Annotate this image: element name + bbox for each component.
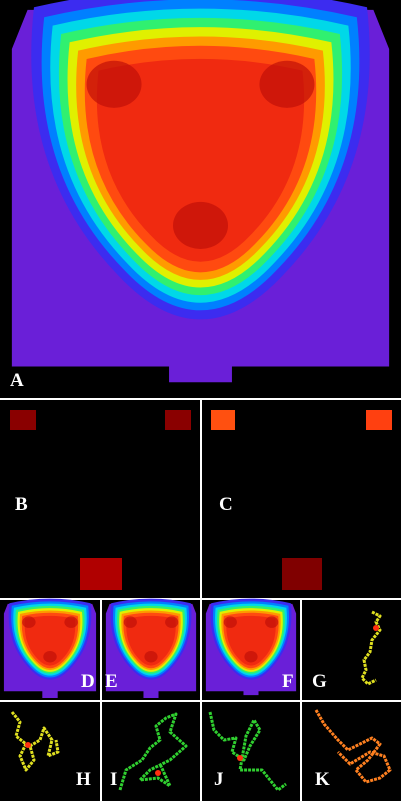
hotspot bbox=[25, 742, 31, 748]
trajectory bbox=[118, 712, 188, 791]
panel-label: J bbox=[214, 769, 224, 790]
hotspot bbox=[373, 625, 379, 631]
panel-label: B bbox=[15, 494, 28, 515]
zone bbox=[366, 410, 392, 430]
heatmap-peak bbox=[43, 650, 57, 663]
heatmap-peak bbox=[265, 616, 279, 628]
panel-label: A bbox=[10, 370, 24, 391]
heatmap-peak bbox=[244, 650, 258, 663]
hotspot bbox=[237, 755, 243, 761]
heatmaps bbox=[3, 0, 390, 698]
panel-g-bg bbox=[302, 600, 401, 700]
trajectory bbox=[208, 711, 287, 792]
panel-label: K bbox=[315, 769, 330, 790]
heatmap-peak bbox=[172, 201, 229, 249]
panel-label: H bbox=[76, 769, 91, 790]
trajectory bbox=[360, 610, 382, 686]
panel-label: D bbox=[81, 671, 95, 692]
heatmap-peak bbox=[165, 616, 179, 628]
trajectory bbox=[314, 709, 392, 784]
panel-label: C bbox=[219, 494, 233, 515]
heatmap-peak bbox=[22, 616, 36, 628]
zone bbox=[10, 410, 36, 430]
panel-label: G bbox=[312, 671, 327, 692]
heatmap-peak bbox=[86, 60, 142, 108]
heatmap-peak bbox=[223, 616, 237, 628]
panel-j-bg bbox=[202, 702, 300, 801]
heatmap-peak bbox=[259, 60, 315, 108]
heatmap-peak bbox=[123, 616, 137, 628]
heatmap-layer bbox=[126, 615, 176, 666]
zone bbox=[80, 558, 122, 590]
panel-label: E bbox=[105, 671, 118, 692]
heatmap-layer bbox=[24, 615, 76, 666]
hotspot bbox=[155, 770, 161, 776]
panel-label: F bbox=[282, 671, 294, 692]
zone bbox=[165, 410, 191, 430]
panel-k-bg bbox=[302, 702, 401, 801]
panel-label: I bbox=[110, 769, 117, 790]
heatmap-layer bbox=[96, 58, 305, 262]
heatmap-peak bbox=[64, 616, 78, 628]
heatmap-peak bbox=[144, 650, 158, 663]
zone bbox=[282, 558, 322, 590]
heatmap-layer bbox=[226, 615, 276, 666]
trajectory bbox=[10, 711, 60, 772]
panel-i-bg bbox=[102, 702, 200, 801]
zone bbox=[211, 410, 235, 430]
